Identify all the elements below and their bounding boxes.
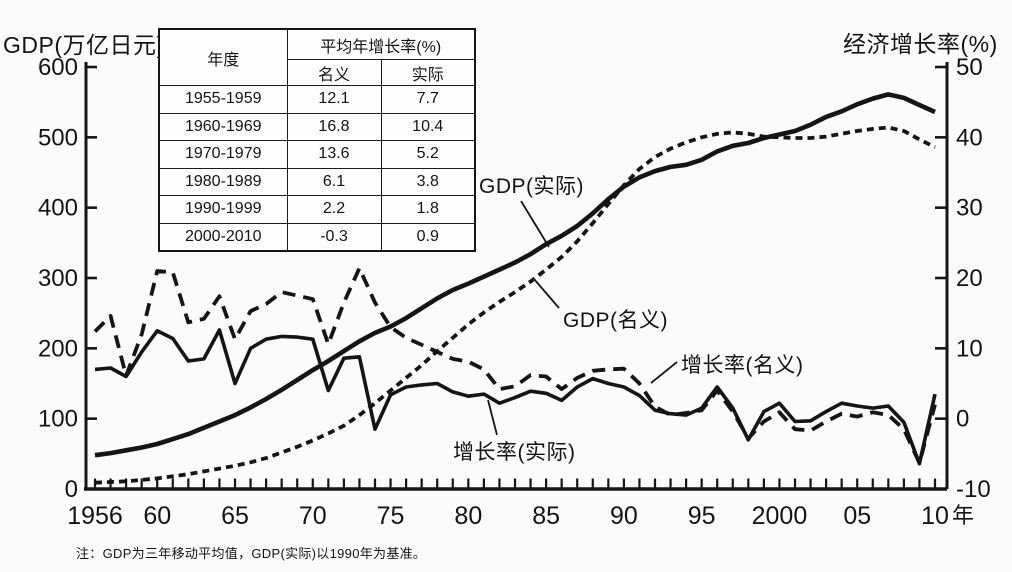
x-axis-ticks: 1956 60 65 70 75 80 85 90 95 2000 05 10 年 [67, 478, 974, 530]
growth-real-label-leader [487, 399, 498, 436]
growth-nominal-label-leader [650, 361, 678, 384]
growth-nominal-label: 增长率(名义) [681, 354, 804, 377]
table-cell-nominal: 16.8 [286, 112, 382, 141]
right-tick-label: 10 [956, 335, 983, 362]
gdp-nominal-label-leader [533, 278, 560, 309]
right-tick-label: -10 [956, 476, 991, 503]
table-cell-nominal: 2.2 [286, 195, 382, 224]
left-tick-label: 200 [38, 335, 78, 362]
x-tick-label: 95 [688, 502, 716, 530]
series-growth-real-line [94, 328, 937, 466]
table-cell-nominal: 13.6 [286, 140, 382, 169]
left-axis-title: GDP(万亿日元) [3, 32, 165, 58]
table-row: 1960-1969 16.8 10.4 [158, 112, 476, 141]
table-subheader-nominal: 名义 [286, 59, 382, 86]
series-gdp-real-line [94, 92, 936, 458]
right-tick-label: 40 [956, 124, 983, 151]
right-tick-label: 50 [956, 54, 983, 81]
x-tick-label: 2000 [752, 502, 808, 530]
gdp-nominal-label: GDP(名义) [563, 309, 668, 332]
series-gdp-nominal-line [94, 125, 936, 485]
x-axis-unit: 年 [952, 503, 974, 528]
table-cell-real: 5.2 [380, 140, 476, 169]
table-row: 1990-1999 2.2 1.8 [158, 195, 476, 224]
x-tick-label: 75 [377, 502, 405, 530]
growth-real-label: 增长率(实际) [453, 441, 576, 464]
x-tick-label: 65 [221, 502, 249, 530]
table-cell-nominal: -0.3 [286, 222, 382, 252]
table-cell-period: 2000-2010 [158, 222, 288, 252]
curve-labels: GDP(实际) GDP(名义) 增长率(名义) 增长率(实际) [453, 175, 804, 464]
table-row: 1970-1979 13.6 5.2 [158, 140, 476, 169]
gdp-real-label-leader [520, 200, 550, 248]
x-tick-label: 85 [532, 502, 560, 530]
right-axis-title: 经济增长率(%) [843, 31, 998, 57]
table-header-avg-growth: 平均年增长率(%) [286, 28, 476, 60]
table-row: 1980-1989 6.1 3.8 [158, 167, 476, 196]
left-tick-label: 400 [38, 195, 78, 222]
table-cell-period: 1960-1969 [158, 112, 288, 141]
table-row: 2000-2010 -0.3 0.9 [158, 222, 476, 252]
x-tick-label: 70 [299, 502, 327, 530]
right-tick-label: 30 [956, 195, 983, 222]
x-tick-label: 05 [843, 502, 871, 530]
left-tick-label: 500 [38, 124, 78, 151]
table-cell-nominal: 6.1 [286, 167, 382, 196]
x-tick-label: 90 [610, 502, 638, 530]
table-cell-real: 1.8 [380, 195, 476, 224]
left-tick-label: 100 [38, 406, 78, 433]
x-tick-label: 60 [143, 502, 171, 530]
left-tick-label: 600 [38, 54, 78, 81]
table-header-year: 年度 [158, 28, 288, 86]
x-tick-label: 1956 [67, 502, 123, 530]
table-cell-real: 3.8 [380, 167, 476, 196]
table-cell-real: 0.9 [380, 222, 476, 252]
avg-growth-table: 年度 平均年增长率(%) 名义 实际 1955-1959 12.1 7.7 19… [158, 28, 476, 252]
table-cell-period: 1970-1979 [158, 140, 288, 169]
right-axis-ticks: -10 0 10 20 30 40 50 [935, 54, 991, 503]
table-cell-period: 1990-1999 [158, 195, 288, 224]
table-cell-real: 10.4 [380, 112, 476, 141]
left-tick-label: 0 [65, 476, 78, 503]
footnote: 注：GDP为三年移动平均值，GDP(实际)以1990年为基准。 [76, 546, 427, 561]
series-lines [93, 92, 937, 485]
right-tick-label: 0 [956, 406, 969, 433]
x-tick-label: 10 [921, 502, 949, 530]
table-cell-real: 7.7 [380, 85, 476, 114]
series-growth-nominal-line [93, 266, 937, 465]
gdp-real-label: GDP(实际) [479, 175, 584, 198]
table-cell-nominal: 12.1 [286, 85, 382, 114]
table-cell-period: 1980-1989 [158, 167, 288, 196]
x-tick-label: 80 [454, 502, 482, 530]
table-cell-period: 1955-1959 [158, 85, 288, 114]
right-tick-label: 20 [956, 265, 983, 292]
left-tick-label: 300 [38, 265, 78, 292]
table-subheader-real: 实际 [380, 59, 476, 86]
table-row: 1955-1959 12.1 7.7 [158, 85, 476, 114]
left-axis-ticks: 0 100 200 300 400 500 600 [38, 54, 97, 503]
